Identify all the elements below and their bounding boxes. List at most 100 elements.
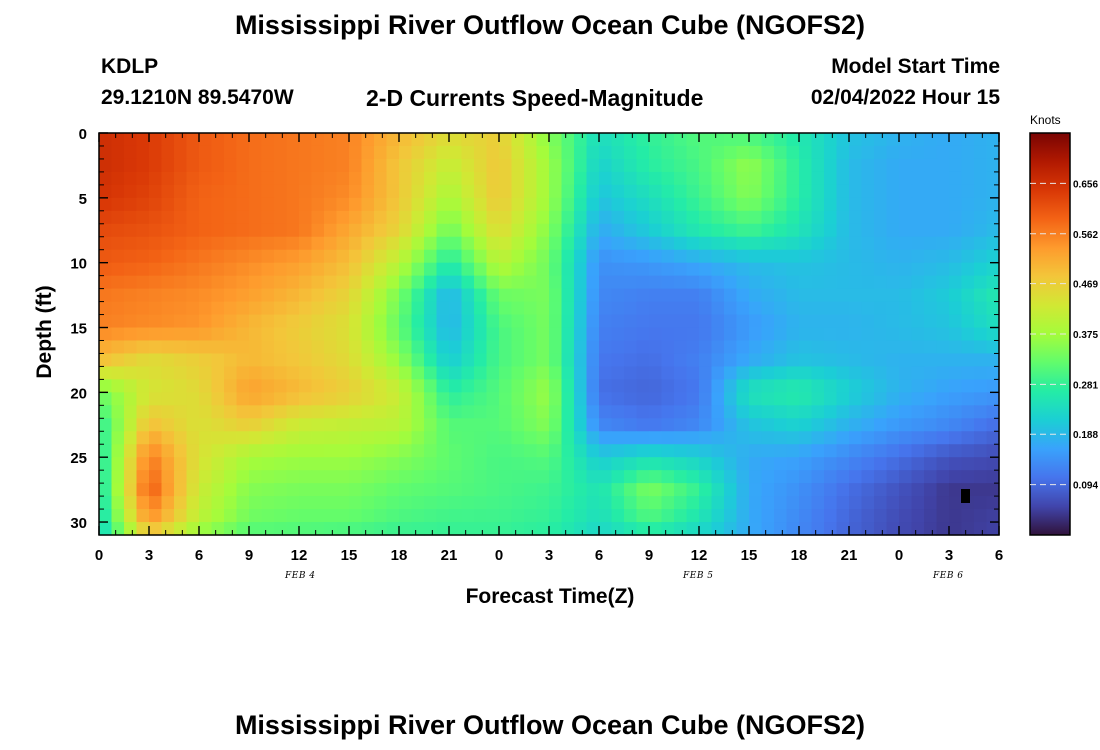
heatmap-cell [424,379,438,393]
heatmap-cell [961,210,975,225]
heatmap-cell [161,431,175,445]
heatmap-cell [436,522,450,536]
heatmap-cell [411,496,425,510]
heatmap-cell [536,210,550,225]
heatmap-cell [836,444,850,458]
heatmap-cell [336,509,350,523]
heatmap-cell [349,431,363,445]
heatmap-cell [286,340,300,355]
heatmap-cell [686,405,700,419]
heatmap-cell [274,262,288,277]
heatmap-cell [186,223,200,238]
heatmap-cell [674,301,688,316]
heatmap-cell [836,418,850,432]
heatmap-cell [261,301,275,316]
heatmap-cell [586,301,600,316]
heatmap-cell [211,133,225,147]
heatmap-cell [824,133,838,147]
heatmap-cell [199,249,213,264]
heatmap-cell [849,133,863,147]
heatmap-cell [861,275,875,290]
heatmap-cell [824,483,838,497]
heatmap-cell [299,327,313,342]
heatmap-cell [611,405,625,419]
heatmap-cell [586,470,600,484]
heatmap-cell [649,431,663,445]
heatmap-cell [99,275,113,290]
heatmap-cell [336,249,350,264]
heatmap-cell [949,262,963,277]
heatmap-cell [711,327,725,342]
heatmap-cell [411,145,425,160]
heatmap-cell [561,210,575,225]
heatmap-cell [811,236,825,251]
heatmap-cell [424,405,438,419]
heatmap-cell [399,431,413,445]
heatmap-cell [886,288,900,303]
heatmap-cell [561,457,575,471]
heatmap-cell [374,444,388,458]
heatmap-cell [286,262,300,277]
heatmap-cell [136,522,150,536]
heatmap-cell [599,340,613,355]
heatmap-cell [536,353,550,368]
heatmap-cell [674,145,688,160]
heatmap-cell [636,444,650,458]
heatmap-cell [574,392,588,406]
heatmap-cell [286,470,300,484]
heatmap-cell [336,483,350,497]
y-tick-label: 20 [70,385,87,402]
heatmap-cell [511,457,525,471]
heatmap-cell [911,470,925,484]
heatmap-cell [936,158,950,173]
heatmap-cell [386,405,400,419]
heatmap-cell [411,236,425,251]
heatmap-cell [861,392,875,406]
heatmap-cell [336,158,350,173]
heatmap-cell [324,171,338,186]
heatmap-cell [411,470,425,484]
heatmap-cell [199,236,213,251]
heatmap-cell [386,483,400,497]
heatmap-cell [936,262,950,277]
heatmap-cell [399,301,413,316]
heatmap-cell [99,145,113,160]
heatmap-cell [974,457,988,471]
heatmap-cell [174,353,188,368]
heatmap-cell [949,522,963,536]
heatmap-cell [499,145,513,160]
heatmap-cell [599,431,613,445]
heatmap-cell [411,418,425,432]
heatmap-cell [486,522,500,536]
heatmap-cell [749,366,763,380]
heatmap-cell [624,418,638,432]
heatmap-cell [174,301,188,316]
heatmap-cell [861,353,875,368]
heatmap-cell [811,496,825,510]
heatmap-cell [111,327,125,342]
heatmap-cell [386,379,400,393]
heatmap-cell [374,379,388,393]
heatmap-cell [899,262,913,277]
heatmap-cell [986,145,1000,160]
heatmap-cell [699,223,713,238]
heatmap-cell [536,340,550,355]
heatmap-cell [111,158,125,173]
heatmap-cell [811,444,825,458]
heatmap-cell [686,509,700,523]
heatmap-cell [699,392,713,406]
heatmap-cell [724,197,738,212]
heatmap-cell [349,184,363,199]
heatmap-cell [199,379,213,393]
heatmap-cell [524,405,538,419]
heatmap-cell [574,444,588,458]
heatmap-cell [699,262,713,277]
heatmap-cell [936,444,950,458]
heatmap-cell [324,522,338,536]
heatmap-cell [511,197,525,212]
heatmap-cell [461,379,475,393]
heatmap-cell [724,184,738,199]
heatmap-cell [236,457,250,471]
heatmap-cell [886,457,900,471]
heatmap-cell [361,249,375,264]
